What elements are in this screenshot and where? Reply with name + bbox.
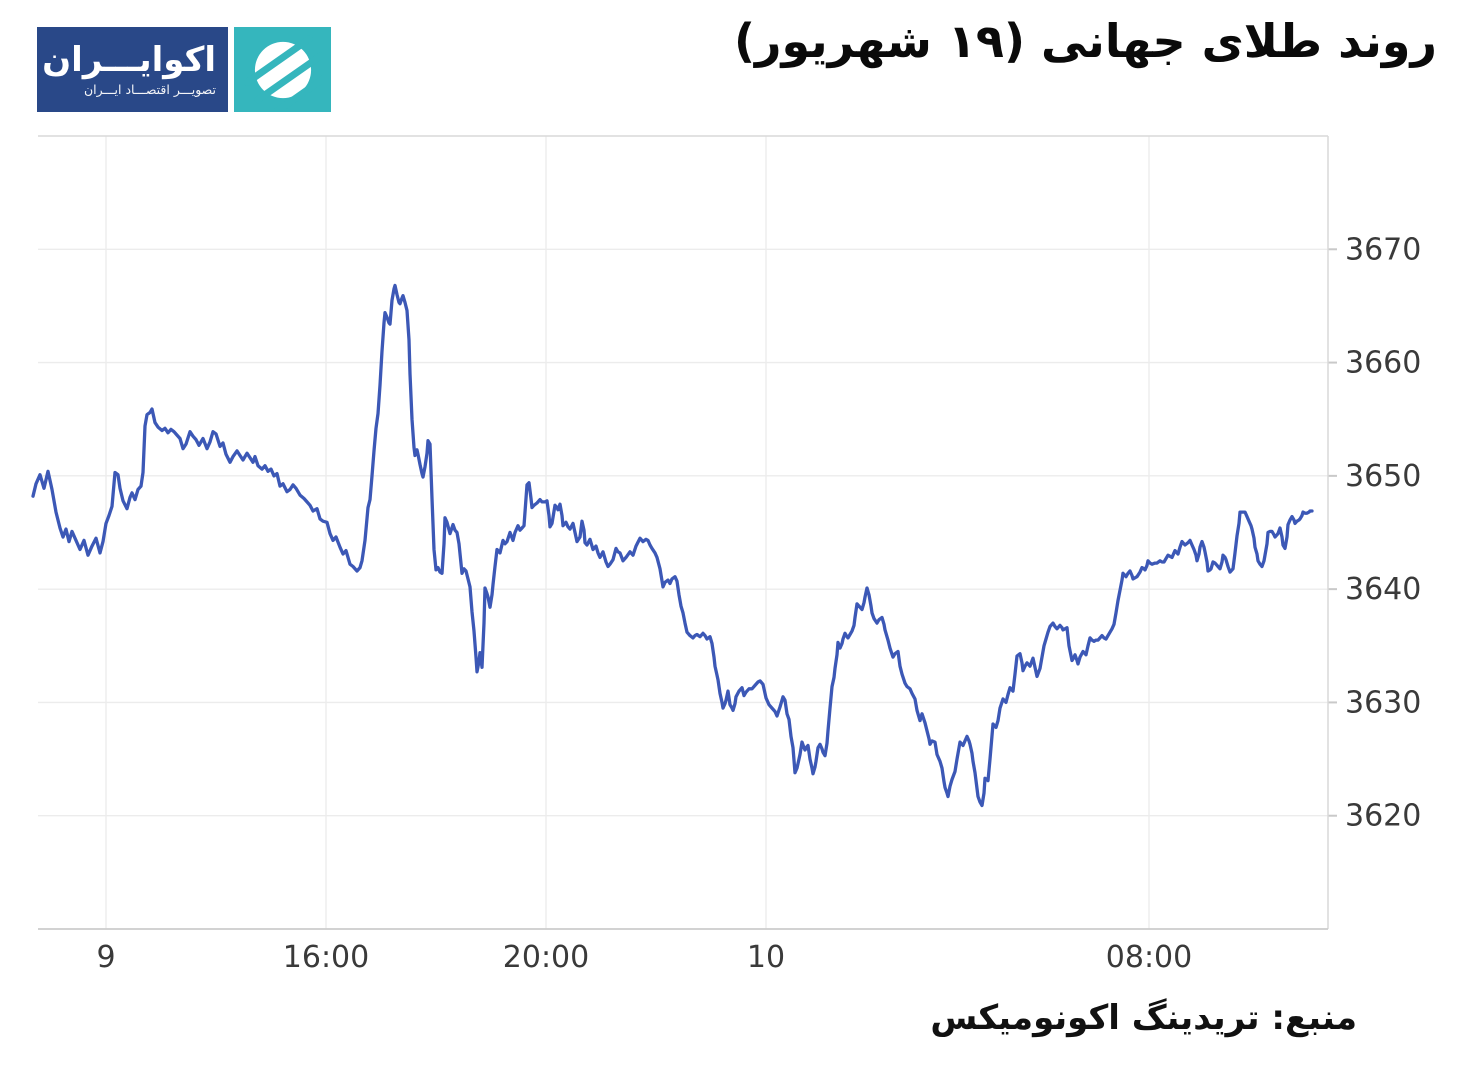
striped-globe-icon — [243, 34, 322, 109]
y-tick-label: 3670 — [1345, 232, 1421, 267]
logo-tagline-text: تصویـــر اقتصـــاد ایـــران — [84, 82, 216, 98]
logo-wordmark-block: اکوایـــران تصویـــر اقتصـــاد ایـــران — [37, 27, 228, 112]
y-tick-label: 3630 — [1345, 685, 1421, 720]
source-note: منبع: تریدینگ اکونومیکس — [930, 998, 1357, 1038]
x-tick-label: 20:00 — [503, 940, 589, 975]
y-tick-label: 3650 — [1345, 459, 1421, 494]
x-tick-label: 16:00 — [283, 940, 369, 975]
y-tick-label: 3660 — [1345, 346, 1421, 381]
logo-emblem-block — [234, 27, 331, 112]
ecoiran-logo: اکوایـــران تصویـــر اقتصـــاد ایـــران — [37, 27, 331, 112]
y-tick-label: 3620 — [1345, 799, 1421, 834]
page-title: روند طلای جهانی (۱۹ شهریور) — [733, 14, 1437, 68]
logo-divider — [228, 27, 234, 112]
logo-brand-text: اکوایـــران — [42, 39, 216, 80]
x-tick-label: 10 — [747, 940, 785, 975]
x-tick-label: 9 — [96, 940, 115, 975]
y-tick-label: 3640 — [1345, 572, 1421, 607]
price-line-series — [31, 283, 1314, 808]
x-tick-label: 08:00 — [1106, 940, 1192, 975]
